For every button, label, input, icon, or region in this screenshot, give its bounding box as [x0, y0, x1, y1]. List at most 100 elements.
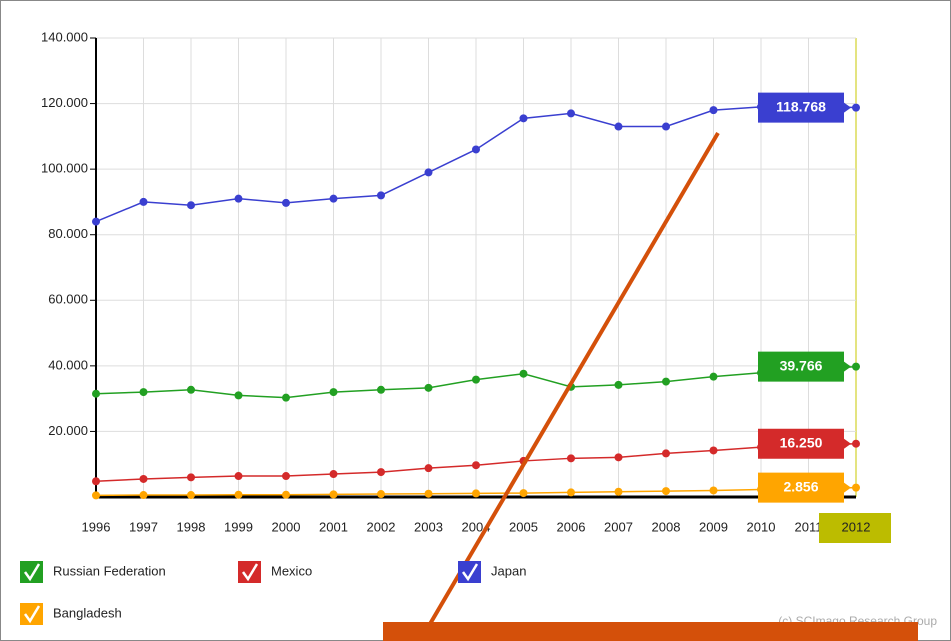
legend-check [23, 605, 41, 624]
value-label-box [758, 351, 851, 382]
data-point [709, 446, 718, 455]
data-point [472, 461, 480, 470]
x-tick-label: 1996 [82, 519, 111, 534]
data-point [662, 487, 670, 496]
legend-label: Mexico [271, 563, 312, 578]
data-point [424, 168, 433, 177]
legend-label: Russian Federation [53, 563, 166, 578]
data-point [139, 388, 148, 397]
data-point [234, 391, 243, 400]
value-label-box [758, 472, 851, 503]
value-label-text: 118.768 [776, 98, 826, 114]
y-tick-label: 140.000 [41, 29, 88, 44]
y-tick-label: 20.000 [48, 423, 88, 438]
data-point [92, 491, 100, 500]
y-tick-label: 120.000 [41, 95, 88, 110]
legend-item[interactable]: Bangladesh [20, 603, 122, 625]
x-tick-label: 2002 [367, 519, 396, 534]
data-point [329, 388, 338, 397]
data-point [282, 393, 290, 402]
data-point [567, 454, 575, 463]
data-point [424, 383, 433, 392]
x-tick-label: 1999 [224, 519, 253, 534]
value-label: 16.250 [758, 428, 851, 459]
data-point [424, 489, 433, 498]
y-tick-label: 60.000 [48, 292, 88, 307]
data-point [662, 377, 670, 386]
data-point [234, 490, 243, 499]
data-point [282, 490, 290, 499]
data-point [187, 491, 195, 500]
x-tick-label: 2008 [652, 519, 681, 534]
x-tick-label: 2005 [509, 519, 538, 534]
data-point [329, 490, 338, 499]
x-tick-label: 1998 [177, 519, 206, 534]
data-point [234, 472, 243, 481]
y-tick-label: 100.000 [41, 161, 88, 176]
data-point [662, 449, 670, 458]
data-point [662, 122, 670, 131]
x-tick-label: 1997 [129, 519, 158, 534]
data-point [472, 375, 480, 384]
data-point [377, 490, 385, 499]
data-point [282, 198, 290, 207]
data-point [614, 487, 623, 496]
value-label: 39.766 [758, 351, 851, 382]
legend-checkbox [20, 603, 43, 625]
data-point [567, 488, 575, 497]
y-tick-label: 80.000 [48, 226, 88, 241]
x-tick-label: 2001 [319, 519, 348, 534]
legend-item[interactable]: Japan [458, 561, 526, 583]
value-label-text: 39.766 [780, 357, 823, 373]
legend-checkbox [20, 561, 43, 583]
data-point [92, 477, 100, 486]
data-point [709, 372, 718, 381]
legend-check [241, 563, 259, 582]
data-point [377, 468, 385, 477]
data-point [92, 217, 100, 226]
data-point [329, 470, 338, 479]
data-point [519, 114, 528, 123]
data-point [377, 385, 385, 394]
data-point [519, 489, 528, 498]
data-point [187, 473, 195, 482]
data-point [614, 122, 623, 131]
grid: 1996 1997 1998 1999 2000 2001 2002 2003 2004 2005… [41, 29, 891, 543]
x-highlight [819, 513, 891, 543]
legend-label: Japan [491, 563, 526, 578]
legend-check [23, 563, 41, 582]
data-point [709, 106, 718, 115]
value-label: 118.768 [758, 92, 851, 123]
x-tick-label: 2006 [557, 519, 586, 534]
data-point [852, 362, 860, 371]
x-tick-label: 2003 [414, 519, 443, 534]
data-point [472, 489, 480, 498]
annotation-arrow [418, 131, 720, 641]
x-tick-label: 2007 [604, 519, 633, 534]
x-tick-label: 2010 [747, 519, 776, 534]
value-label-box [758, 428, 851, 459]
data-point [187, 385, 195, 394]
data-point [567, 109, 575, 118]
data-point [139, 491, 148, 500]
value-label-text: 16.250 [780, 434, 823, 450]
marks: 39.766 16.250 118.768 2.856 [92, 92, 860, 503]
y-tick-label: 40.000 [48, 357, 88, 372]
data-point [282, 472, 290, 481]
data-point [234, 194, 243, 203]
value-label-text: 2.856 [783, 478, 818, 494]
x-tick-label: 2011 [795, 519, 823, 534]
legend-checkbox [238, 561, 261, 583]
data-point [329, 194, 338, 203]
legend-item[interactable]: Russian Federation [20, 561, 166, 583]
legend-checkbox [458, 561, 481, 583]
legend-check [461, 563, 479, 582]
data-point [852, 439, 860, 448]
data-point [614, 380, 623, 389]
legend-label: Bangladesh [53, 605, 122, 620]
data-point [92, 389, 100, 398]
annotation-box [383, 622, 918, 641]
legend-item[interactable]: Mexico [238, 561, 312, 583]
data-point [614, 453, 623, 462]
